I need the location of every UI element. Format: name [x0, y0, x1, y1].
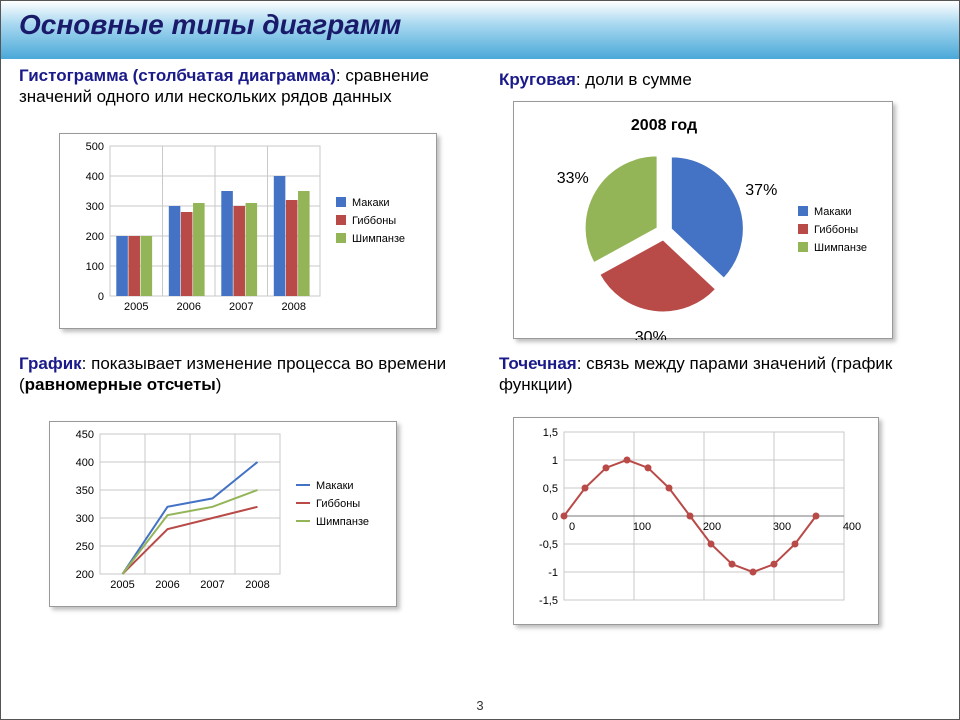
svg-text:2007: 2007 — [229, 301, 253, 313]
svg-text:2008: 2008 — [282, 301, 306, 313]
svg-text:0: 0 — [569, 521, 575, 533]
svg-text:400: 400 — [76, 457, 94, 469]
svg-text:2005: 2005 — [110, 579, 134, 591]
svg-text:2007: 2007 — [200, 579, 224, 591]
svg-text:-1: -1 — [548, 567, 558, 579]
page-title: Основные типы диаграмм — [19, 9, 941, 41]
svg-text:0,5: 0,5 — [543, 483, 558, 495]
svg-text:500: 500 — [86, 141, 104, 153]
scatter-caption: Точечная: связь между парами значений (г… — [499, 353, 939, 399]
svg-text:-1,5: -1,5 — [539, 595, 558, 607]
svg-text:0: 0 — [552, 511, 558, 523]
svg-text:Шимпанзе: Шимпанзе — [316, 516, 369, 528]
svg-text:2006: 2006 — [177, 301, 201, 313]
line-caption: График: показывает изменение процесса во… — [19, 353, 499, 417]
svg-text:Макаки: Макаки — [316, 480, 354, 492]
scatter-chart: 1,5 1 0,5 0 -0,5 -1 -1,5 0 100 200 300 400 — [513, 417, 879, 625]
svg-text:Гиббоны: Гиббоны — [814, 224, 858, 236]
page-number: 3 — [1, 698, 959, 713]
svg-text:200: 200 — [703, 521, 721, 533]
svg-text:2008: 2008 — [245, 579, 269, 591]
svg-text:1: 1 — [552, 455, 558, 467]
svg-text:2006: 2006 — [155, 579, 179, 591]
svg-text:400: 400 — [843, 521, 861, 533]
pie-chart: 2008 год 37% 30% 33% Макаки Гиббоны Шимпанзе — [513, 101, 893, 339]
svg-text:100: 100 — [86, 261, 104, 273]
svg-text:350: 350 — [76, 485, 94, 497]
line-tail: ) — [216, 375, 222, 394]
svg-text:200: 200 — [86, 231, 104, 243]
svg-text:100: 100 — [633, 521, 651, 533]
histogram-term: Гистограмма (столбчатая диаграмма) — [19, 66, 336, 85]
svg-text:2005: 2005 — [124, 301, 148, 313]
svg-text:2008 год: 2008 год — [631, 117, 697, 134]
svg-text:200: 200 — [76, 569, 94, 581]
svg-text:33%: 33% — [557, 170, 589, 187]
svg-text:Гиббоны: Гиббоны — [316, 498, 360, 510]
svg-text:Шимпанзе: Шимпанзе — [352, 233, 405, 245]
pie-desc: : доли в сумме — [576, 70, 692, 89]
scatter-term: Точечная — [499, 354, 577, 373]
svg-text:0: 0 — [98, 291, 104, 303]
svg-text:Макаки: Макаки — [352, 197, 390, 209]
svg-text:37%: 37% — [745, 182, 777, 199]
svg-text:400: 400 — [86, 171, 104, 183]
line-bold: равномерные отсчеты — [25, 375, 216, 394]
svg-text:250: 250 — [76, 541, 94, 553]
svg-text:30%: 30% — [635, 329, 667, 340]
histogram-caption: Гистограмма (столбчатая диаграмма): срав… — [19, 65, 499, 129]
line-chart: 200 250 300 350 400 450 2005 2006 2007 2008 Макаки… — [49, 421, 397, 607]
svg-text:300: 300 — [773, 521, 791, 533]
svg-text:1,5: 1,5 — [543, 427, 558, 439]
svg-text:-0,5: -0,5 — [539, 539, 558, 551]
content-area: Гистограмма (столбчатая диаграмма): срав… — [1, 59, 959, 631]
svg-text:Шимпанзе: Шимпанзе — [814, 242, 867, 254]
svg-text:Макаки: Макаки — [814, 206, 852, 218]
pie-caption: Круговая: доли в сумме — [499, 69, 939, 97]
svg-text:300: 300 — [76, 513, 94, 525]
svg-text:300: 300 — [86, 201, 104, 213]
histogram-chart: 0 100 200 300 400 500 2005 2006 2007 2008 Макаки Ги… — [59, 133, 437, 329]
header-banner: Основные типы диаграмм — [1, 1, 959, 59]
svg-text:450: 450 — [76, 429, 94, 441]
pie-term: Круговая — [499, 70, 576, 89]
svg-text:Гиббоны: Гиббоны — [352, 215, 396, 227]
line-term: График — [19, 354, 82, 373]
